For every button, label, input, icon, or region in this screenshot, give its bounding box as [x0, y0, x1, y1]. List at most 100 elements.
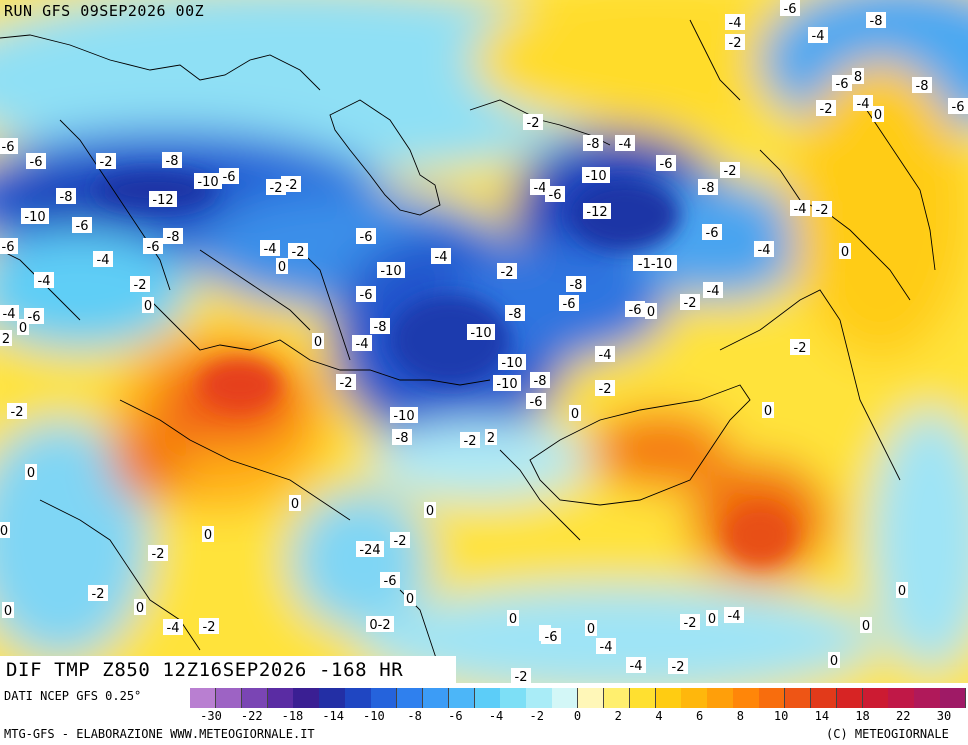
- contour-label-bg: [505, 305, 525, 321]
- contour-label: -6: [541, 628, 561, 645]
- contour-label-bg: [21, 208, 49, 224]
- contour-label-text: -6: [530, 395, 543, 410]
- contour-label-bg: [0, 522, 10, 538]
- contour-labels: -6-4 -8-4-2-6 8-8-2 -40-6-2-8 -4-6 -2-10-8-4-…: [0, 2, 965, 683]
- contour-label: 0: [569, 405, 581, 422]
- contour-label-bg: [511, 668, 531, 683]
- contour-label-text: -2: [501, 265, 514, 280]
- legend-tick: 22: [896, 709, 911, 723]
- contour-label-bg: [366, 616, 394, 632]
- contour-label: 0: [839, 243, 851, 260]
- contour-label-bg: [163, 619, 183, 635]
- contour-label: -2: [460, 432, 480, 449]
- contour-label-text: -4: [630, 659, 643, 674]
- temperature-anomaly-map: -6-4 -8-4-2-6 8-8-2 -40-6-2-8 -4-6 -2-10-8-4-…: [0, 0, 968, 683]
- contour-label-bg: [668, 658, 688, 674]
- contour-label-bg: [194, 173, 222, 189]
- contour-label-bg: [645, 303, 657, 319]
- contour-label-text: -6: [2, 240, 15, 255]
- contour-label: -8: [866, 12, 886, 29]
- contour-label-text: 0: [841, 245, 849, 260]
- contour-label: -2: [288, 243, 308, 260]
- legend-swatch: [552, 688, 579, 708]
- contour-label: -6: [545, 186, 565, 203]
- contour-label: -8: [56, 188, 76, 205]
- contour-label: -6: [380, 572, 400, 589]
- contour-label-text: -10: [496, 377, 517, 392]
- contour-label-bg: [7, 403, 27, 419]
- contour-label: -6: [702, 224, 722, 241]
- contour-label-text: -2: [729, 36, 742, 51]
- contour-label: 0: [645, 303, 657, 320]
- contour-label: -2: [680, 294, 700, 311]
- contour-label: -8: [162, 152, 182, 169]
- contour-label-text: -4: [356, 337, 369, 352]
- contour-label: -2: [812, 201, 832, 218]
- contour-label-bg: [370, 318, 390, 334]
- contour-label: -6: [219, 168, 239, 185]
- contour-label-bg: [615, 135, 635, 151]
- contour-label: 0: [762, 402, 774, 419]
- legend-tick: -22: [240, 709, 263, 723]
- contour-label-text: -2: [515, 670, 528, 683]
- contour-label-text: 0: [291, 497, 299, 512]
- contour-label: -10: [390, 407, 418, 424]
- contour-label-text: -6: [549, 188, 562, 203]
- contour-label-bg: [431, 248, 451, 264]
- contour-label-bg: [583, 135, 603, 151]
- contour-label-bg: [493, 375, 521, 391]
- contour-label: 0: [507, 610, 519, 627]
- legend-swatch: [371, 688, 398, 708]
- contour-label-bg: [582, 167, 610, 183]
- contour-label-text: 8: [854, 70, 862, 85]
- contour-label: -6: [0, 238, 18, 255]
- contour-label-text: -8: [60, 190, 73, 205]
- contour-label-text: -6: [147, 240, 160, 255]
- legend-swatch: [215, 688, 243, 708]
- contour-label-bg: [754, 241, 774, 257]
- contour-label-bg: [467, 324, 495, 340]
- legend-tick: 10: [773, 709, 789, 723]
- contour-label-text: -6: [2, 140, 15, 155]
- contour-label: -10: [498, 354, 526, 371]
- contour-label: -4: [93, 251, 113, 268]
- contour-label-bg: [219, 168, 239, 184]
- contour-label-text: -4: [167, 621, 180, 636]
- footer-copyright: (C) METEOGIORNALE: [826, 727, 949, 741]
- contour-label-text: -10: [585, 169, 606, 184]
- contour-label: -8: [392, 429, 412, 446]
- contour-label-text: -4: [728, 609, 741, 624]
- contour-label-bg: [816, 100, 836, 116]
- contour-label-text: -6: [836, 77, 849, 92]
- contour-label-text: -2: [599, 382, 612, 397]
- contour-label: 0: [0, 522, 10, 539]
- contour-label-bg: [839, 243, 851, 259]
- contour-label: -6: [26, 153, 46, 170]
- contour-label-text: -4: [729, 16, 742, 31]
- contour-label-bg: [390, 532, 410, 548]
- contour-label-bg: [356, 228, 376, 244]
- contour-label-text: -4: [857, 97, 870, 112]
- contour-label-text: 0: [19, 321, 27, 336]
- legend-swatch: [759, 688, 786, 708]
- contour-label-text: -12: [586, 205, 607, 220]
- contour-label-bg: [352, 335, 372, 351]
- contour-label-text: 0: [406, 592, 414, 607]
- contour-label-bg: [595, 346, 615, 362]
- contour-label-bg: [808, 27, 828, 43]
- contour-label-text: -6: [384, 574, 397, 589]
- contour-label: -4: [703, 282, 723, 299]
- contour-label-bg: [912, 77, 932, 93]
- contour-label-text: -2: [724, 164, 737, 179]
- legend-tick: -30: [200, 709, 222, 723]
- contour-label-text: 0: [144, 299, 152, 314]
- contour-label-text: -4: [599, 348, 612, 363]
- legend-swatch: [345, 688, 372, 708]
- contour-label: -10: [582, 167, 610, 184]
- run-title: RUN GFS 09SEP2026 00Z: [4, 2, 205, 20]
- contour-label-bg: [392, 429, 412, 445]
- contour-label-bg: [698, 179, 718, 195]
- contour-label-bg: [25, 464, 37, 480]
- legend-swatch: [448, 688, 476, 708]
- contour-label-text: -2: [285, 178, 298, 193]
